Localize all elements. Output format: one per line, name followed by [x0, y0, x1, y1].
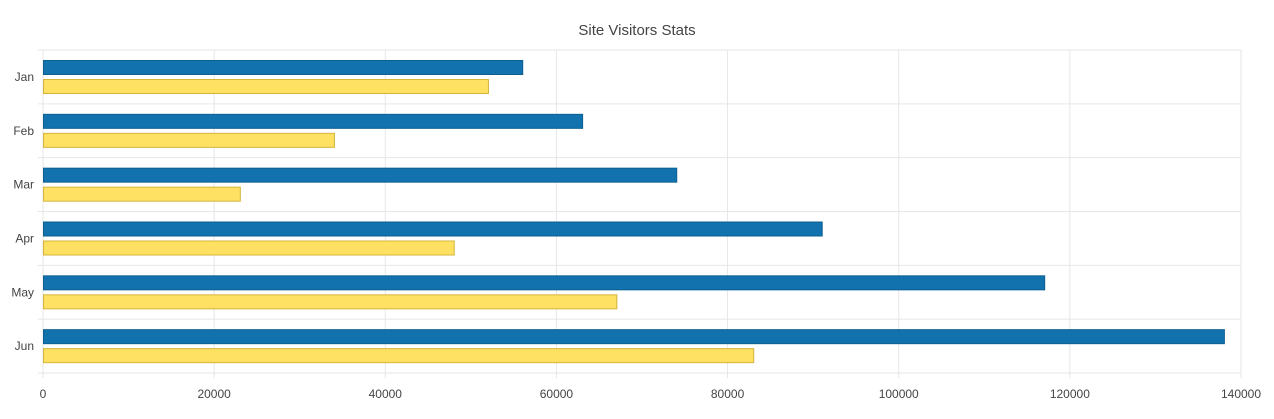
bar-series-2-feb[interactable] [43, 132, 335, 148]
x-tick-label: 80000 [711, 387, 745, 401]
y-tick-label: Feb [13, 124, 34, 138]
bar-series-1-jun[interactable] [43, 329, 1225, 345]
x-tick-label: 100000 [879, 387, 919, 401]
bar-series-1-apr[interactable] [43, 221, 823, 237]
bar-series-1-mar[interactable] [43, 167, 678, 183]
y-tick-label: Apr [15, 231, 34, 245]
x-tick-label: 20000 [197, 387, 231, 401]
x-tick-label: 40000 [369, 387, 403, 401]
x-tick-label: 0 [40, 387, 47, 401]
bar-series-2-may[interactable] [43, 294, 618, 310]
x-tick-label: 120000 [1050, 387, 1090, 401]
bar-series-1-jan[interactable] [43, 60, 524, 75]
bar-series-1-feb[interactable] [43, 113, 584, 129]
bar-series-2-jan[interactable] [43, 79, 489, 94]
y-tick-label: Mar [13, 178, 34, 192]
bar-series-2-jun[interactable] [43, 348, 755, 364]
bar-series-2-apr[interactable] [43, 240, 455, 256]
y-tick-label: Jun [15, 339, 34, 353]
y-tick-label: May [11, 285, 34, 299]
x-tick-label: 60000 [540, 387, 574, 401]
x-tick-label: 140000 [1221, 387, 1261, 401]
chart-title: Site Visitors Stats [578, 22, 695, 39]
bar-series-1-may[interactable] [43, 275, 1046, 291]
y-tick-label: Jan [15, 70, 34, 84]
bar-series-2-mar[interactable] [43, 186, 241, 202]
